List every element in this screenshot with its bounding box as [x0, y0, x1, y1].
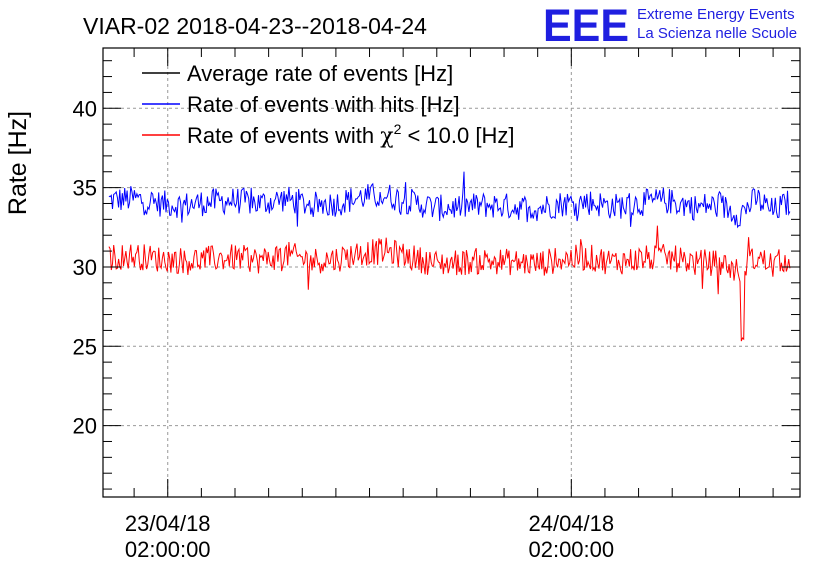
- axis-ticks: [103, 48, 800, 497]
- x-tick-label-time-1: 02:00:00: [528, 537, 614, 562]
- series-line-0: [108, 171, 791, 229]
- chart-title: VIAR-02 2018-04-23--2018-04-24: [83, 13, 427, 39]
- legend-label-chi2: Rate of events with χ2 < 10.0 [Hz]: [187, 121, 514, 149]
- x-tick-label-time-0: 02:00:00: [125, 537, 211, 562]
- y-tick-label-40: 40: [73, 96, 97, 121]
- series-line-1: [108, 225, 791, 342]
- x-tick-label-date-0: 23/04/18: [125, 511, 211, 536]
- grid-lines: [103, 48, 800, 497]
- y-tick-label-20: 20: [73, 414, 97, 439]
- y-axis-label: Rate [Hz]: [4, 111, 32, 215]
- eee-logo: EEE Extreme Energy Events La Scienza nel…: [543, 0, 797, 51]
- logo-line-1: Extreme Energy Events: [637, 6, 795, 23]
- eee-logo-letters: EEE: [543, 0, 629, 51]
- plot-frame: [102, 47, 801, 498]
- y-tick-label-35: 35: [73, 176, 97, 201]
- legend-label-average: Average rate of events [Hz]: [187, 61, 453, 86]
- legend-label-hits: Rate of events with hits [Hz]: [187, 92, 460, 117]
- legend: Average rate of events [Hz] Rate of even…: [142, 61, 514, 149]
- x-tick-label-date-1: 24/04/18: [528, 511, 614, 536]
- y-tick-label-30: 30: [73, 255, 97, 280]
- logo-line-2: La Scienza nelle Scuole: [637, 25, 797, 42]
- y-tick-label-25: 25: [73, 334, 97, 359]
- series-group: [108, 171, 791, 342]
